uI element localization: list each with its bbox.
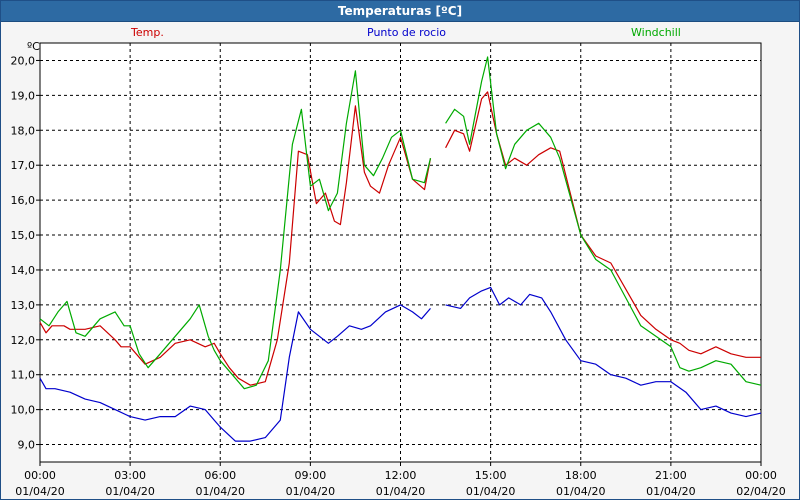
y-tick-label: 14,0 xyxy=(11,264,36,277)
x-tick-date: 01/04/20 xyxy=(646,485,695,498)
y-tick-label: 18,0 xyxy=(11,124,36,137)
y-tick-label: 17,0 xyxy=(11,159,36,172)
y-tick-label: 20,0 xyxy=(11,54,36,67)
x-tick-date: 02/04/20 xyxy=(736,485,785,498)
x-tick-date: 01/04/20 xyxy=(15,485,64,498)
x-tick-time: 18:00 xyxy=(565,469,597,482)
x-tick-date: 01/04/20 xyxy=(376,485,425,498)
y-tick-label: 11,0 xyxy=(11,369,36,382)
x-tick-time: 03:00 xyxy=(114,469,146,482)
series-line-temp xyxy=(39,91,761,386)
series-layer xyxy=(39,56,762,442)
x-tick-date: 01/04/20 xyxy=(466,485,515,498)
x-tick-date: 01/04/20 xyxy=(105,485,154,498)
series-line-dew-point xyxy=(39,286,762,442)
y-tick-label: 13,0 xyxy=(11,299,36,312)
x-tick-time: 15:00 xyxy=(475,469,507,482)
y-tick-label: 16,0 xyxy=(11,194,36,207)
x-tick-date: 01/04/20 xyxy=(286,485,335,498)
series-line-windchill xyxy=(39,56,762,390)
legend-dew-point: Punto de rocio xyxy=(367,26,446,39)
y-tick-label: 10,0 xyxy=(11,404,36,417)
y-tick-label: 19,0 xyxy=(11,89,36,102)
x-tick-time: 00:00 xyxy=(24,469,56,482)
y-tick-label: 12,0 xyxy=(11,334,36,347)
y-axis-unit: ºC xyxy=(27,40,40,53)
y-axis-ticks: 20,0 19,0 18,0 17,0 16,0 15,0 14,0 13,0 12,0 11,0… xyxy=(11,54,40,452)
chart-title: Temperaturas [ºC] xyxy=(1,1,799,22)
grid-lines xyxy=(40,43,761,462)
x-tick-time: 12:00 xyxy=(385,469,417,482)
x-tick-date: 01/04/20 xyxy=(556,485,605,498)
legend-temp: Temp. xyxy=(130,26,164,39)
y-tick-label: 9,0 xyxy=(18,439,36,452)
x-axis-ticks: 00:00 01/04/20 03:00 01/04/20 06:00 01/04/20 0… xyxy=(15,462,786,498)
x-tick-date: 01/04/20 xyxy=(196,485,245,498)
x-tick-time: 21:00 xyxy=(655,469,687,482)
x-tick-time: 09:00 xyxy=(295,469,327,482)
x-tick-time: 06:00 xyxy=(204,469,236,482)
legend-windchill: Windchill xyxy=(631,26,681,39)
x-tick-time: 00:00 xyxy=(745,469,777,482)
y-tick-label: 15,0 xyxy=(11,229,36,242)
